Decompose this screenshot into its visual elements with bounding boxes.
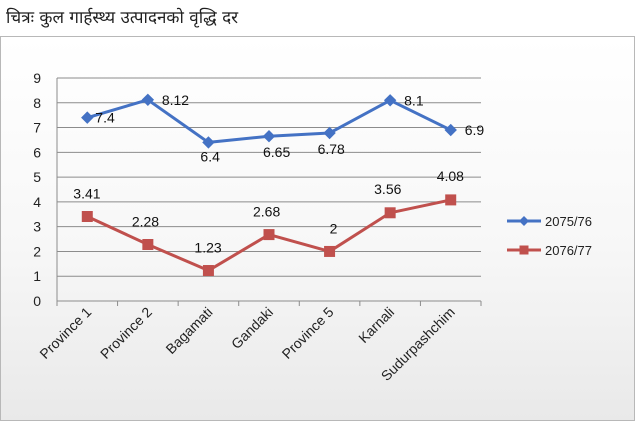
data-point-marker [324,245,336,257]
chart-title: चित्रः कुल गार्हस्थ्य उत्पादनको वृद्धि द… [6,8,239,28]
y-tick-label: 4 [33,194,41,210]
data-label: 3.41 [73,186,100,202]
data-point-marker [444,123,457,137]
data-label: 4.08 [437,168,464,184]
data-point-marker [202,265,214,277]
data-label: 6.65 [263,144,290,160]
data-label: 6.4 [200,148,220,164]
y-tick-label: 7 [33,120,41,136]
data-label: 6.9 [465,122,485,138]
data-label: 1.23 [194,240,221,256]
data-point-marker [202,136,215,149]
data-label: 2.68 [253,204,280,220]
x-tick-label: Province 5 [279,304,337,362]
data-label: 3.56 [374,181,401,197]
y-tick-label: 9 [33,70,41,86]
data-label: 2.28 [132,214,159,230]
data-point-marker [81,111,94,124]
legend-marker [519,245,529,255]
data-point-marker [383,94,397,107]
y-tick-label: 5 [33,169,41,185]
y-tick-label: 6 [33,144,41,160]
y-tick-label: 2 [33,243,41,259]
data-point-marker [141,93,155,107]
y-tick-label: 0 [33,293,41,309]
data-point-marker [142,239,154,251]
legend-label: 2076/77 [545,243,592,258]
data-label: 6.78 [318,141,345,157]
data-label: 2 [330,220,338,236]
x-tick-label: Province 2 [97,304,155,362]
data-label: 7.4 [95,110,115,126]
legend-marker [519,216,529,226]
y-tick-label: 3 [33,219,41,235]
y-tick-label: 8 [33,95,41,111]
x-tick-label: Province 1 [36,304,94,362]
data-label: 8.12 [162,92,189,108]
x-tick-label: Bagamati [162,304,215,357]
y-tick-label: 1 [33,268,41,284]
x-tick-label: Gandaki [228,304,276,352]
data-point-marker [81,211,93,223]
data-point-marker [445,194,457,206]
data-point-marker [263,229,275,241]
x-tick-label: Karnali [355,304,397,346]
legend-label: 2075/76 [545,214,592,229]
data-point-marker [262,130,276,143]
data-point-marker [323,126,336,140]
data-label: 8.1 [404,92,424,108]
data-point-marker [384,207,396,219]
